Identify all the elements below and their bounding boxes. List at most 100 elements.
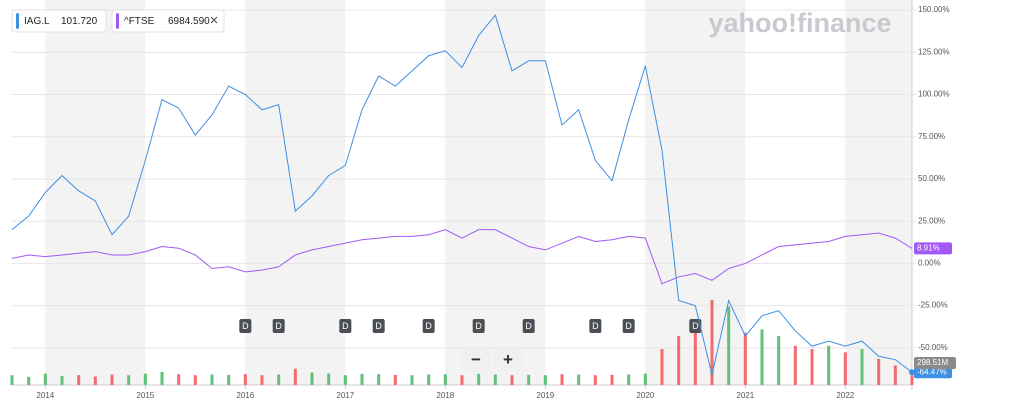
y-tick-label: 50.00%: [918, 174, 945, 183]
dividend-box: [522, 319, 535, 333]
dividend-marker: D: [239, 319, 252, 333]
x-tick-label: 2016: [236, 391, 254, 400]
volume-bar: [377, 374, 381, 385]
volume-bar: [393, 374, 397, 385]
volume-bar: [577, 374, 581, 385]
volume-bar: [460, 375, 464, 385]
x-tick-label: 2020: [636, 391, 654, 400]
zoom-label[interactable]: −: [471, 350, 481, 369]
end-label: -64.47%: [917, 367, 947, 376]
dividend-marker: D: [522, 319, 535, 333]
y-tick-label: 25.00%: [918, 216, 945, 225]
legend-swatch: [116, 13, 119, 29]
volume-bar: [727, 306, 731, 385]
dividend-box: [372, 319, 385, 333]
zoom-button[interactable]: [462, 349, 490, 371]
year-band: [245, 0, 346, 385]
brand-logo: yahoo!finance: [708, 8, 891, 38]
dividend-marker: D: [372, 319, 385, 333]
zoom-button[interactable]: [494, 349, 522, 371]
legend-name: ^FTSE: [124, 16, 155, 27]
volume-bar: [77, 375, 81, 385]
dividend-marker: D: [339, 319, 352, 333]
legend-quote: 101.720: [61, 16, 98, 27]
volume-bar: [477, 373, 481, 385]
volume-bar: [710, 300, 714, 385]
volume-bar: [493, 374, 497, 385]
dividend-label: D: [592, 321, 599, 331]
dividend-label: D: [525, 321, 532, 331]
volume-bar: [227, 374, 231, 385]
volume-bar: [210, 374, 214, 385]
legend-item[interactable]: IAG.L 101.720: [11, 9, 107, 33]
volume-bar: [360, 373, 364, 385]
volume-bar: [43, 373, 47, 385]
dividend-box: [272, 319, 285, 333]
legend-swatch: [16, 13, 19, 29]
series-line: [11, 229, 913, 285]
dividend-box: [339, 319, 352, 333]
year-band: [845, 0, 912, 385]
volume-bar: [560, 374, 564, 385]
volume-bar: [593, 375, 597, 385]
dividend-marker: D: [689, 319, 702, 333]
legend-name: IAG.L: [24, 16, 50, 27]
x-tick-label: 2015: [136, 391, 154, 400]
dividend-marker: D: [589, 319, 602, 333]
end-tag: [914, 366, 952, 379]
volume-bar: [810, 349, 814, 385]
end-tag: [914, 242, 952, 255]
volume-bar: [660, 349, 664, 385]
dividend-box: [472, 319, 485, 333]
dividend-box: [689, 319, 702, 333]
volume-bar: [27, 376, 31, 385]
volume-bar: [127, 375, 131, 385]
dividend-box: [622, 319, 635, 333]
volume-bar: [277, 374, 281, 385]
volume-bar: [143, 373, 147, 385]
y-tick-label: -50.00%: [918, 343, 948, 352]
legend-box: [11, 9, 107, 33]
series-line: [11, 14, 913, 375]
legend-item[interactable]: ^FTSE 6984.590: [111, 9, 225, 33]
volume-bar: [793, 345, 797, 385]
dividend-box: [422, 319, 435, 333]
y-tick-label: 100.00%: [918, 90, 950, 99]
volume-bar: [893, 365, 897, 385]
volume-bar: [543, 375, 547, 385]
volume-bar: [260, 375, 264, 385]
volume-bar: [243, 374, 247, 385]
volume-end-label: 298.51M: [917, 358, 948, 367]
volume-bar: [60, 375, 64, 385]
volume-bar: [310, 372, 314, 385]
end-label: 8.91%: [917, 243, 940, 252]
end-dot: [909, 369, 915, 376]
volume-bar: [860, 349, 864, 385]
dividend-marker: D: [472, 319, 485, 333]
y-tick-label: 0.00%: [918, 259, 941, 268]
volume-bar: [877, 358, 881, 385]
dividend-label: D: [425, 321, 432, 331]
volume-bar: [693, 326, 697, 385]
volume-bar: [327, 373, 331, 385]
legend-quote: 6984.590: [168, 16, 210, 27]
volume-bar: [610, 374, 614, 385]
volume-bar: [627, 374, 631, 385]
dividend-box: [589, 319, 602, 333]
legend-box: [111, 9, 225, 33]
dividend-label: D: [242, 321, 249, 331]
y-tick-label: 150.00%: [918, 5, 950, 14]
dividend-marker: D: [422, 319, 435, 333]
x-tick-label: 2021: [736, 391, 754, 400]
x-tick-label: 2018: [436, 391, 454, 400]
zoom-label[interactable]: +: [503, 350, 513, 369]
legend-close[interactable]: [210, 16, 218, 24]
volume-bar: [527, 374, 531, 385]
x-tick-label: 2019: [536, 391, 554, 400]
dividend-marker: D: [272, 319, 285, 333]
dividend-label: D: [692, 321, 699, 331]
y-tick-label: 125.00%: [918, 47, 950, 56]
volume-bar: [510, 375, 514, 385]
volume-bar: [843, 352, 847, 385]
end-tag: [914, 357, 956, 369]
